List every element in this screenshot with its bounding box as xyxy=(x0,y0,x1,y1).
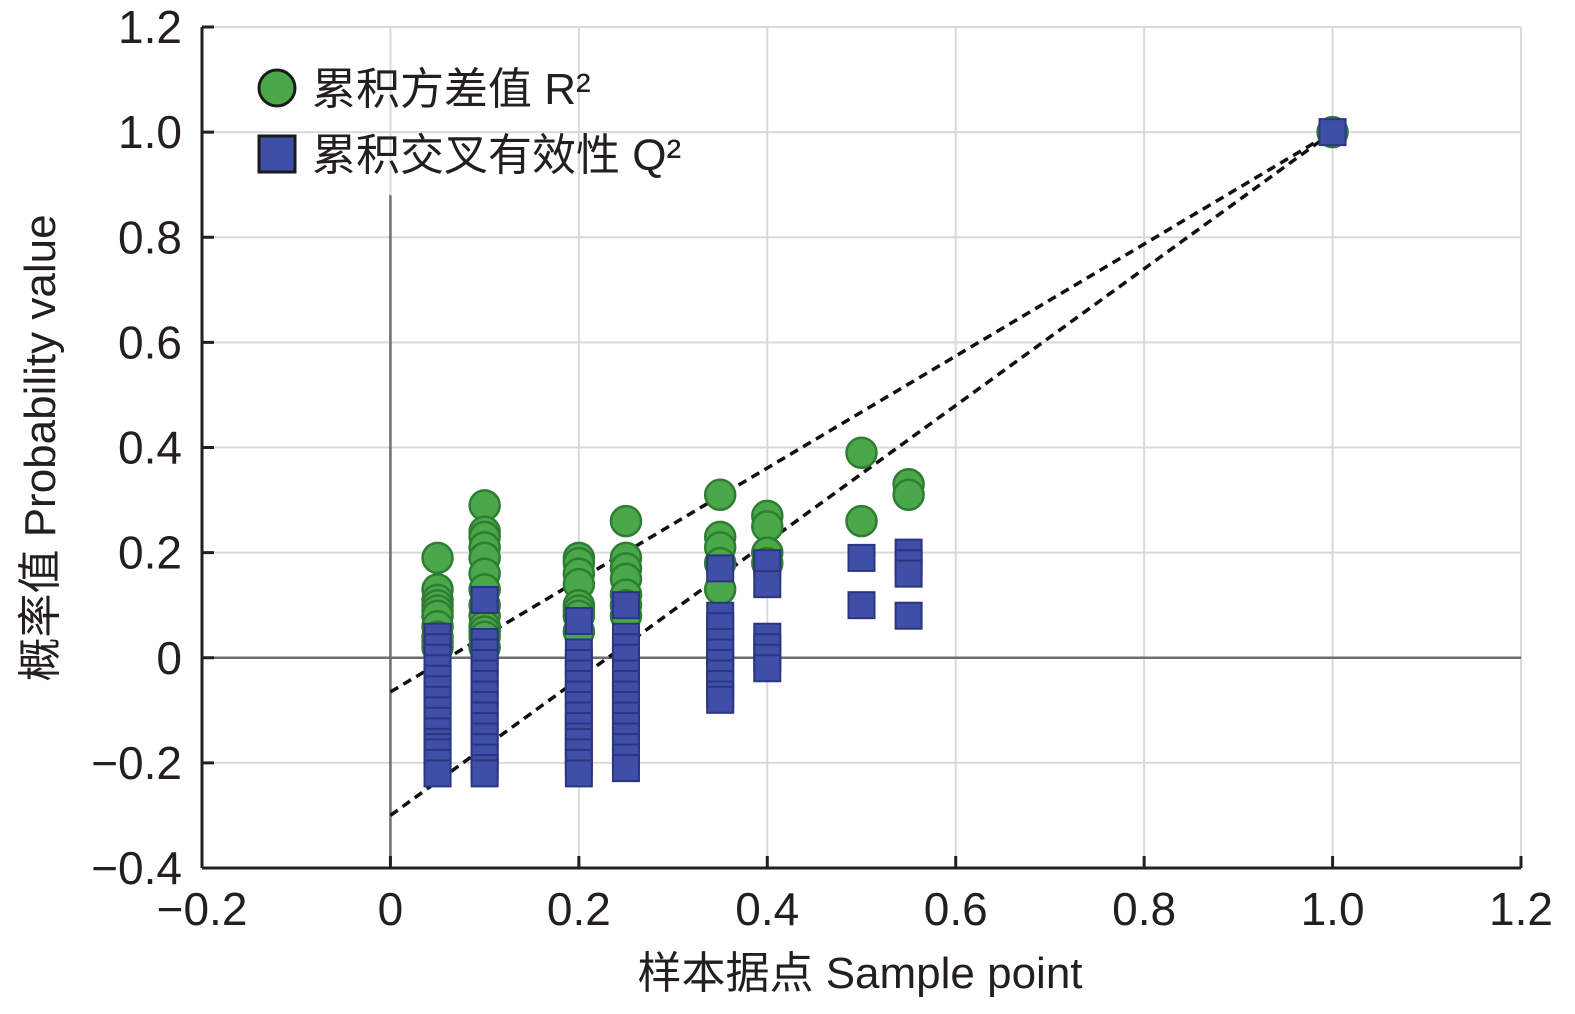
y-tick-label: 0 xyxy=(156,632,182,684)
grid-layer xyxy=(202,26,1522,868)
q2-point xyxy=(611,591,640,620)
q2-point xyxy=(894,601,923,630)
axes xyxy=(200,25,1523,870)
trend-line xyxy=(389,130,1334,817)
q2-point xyxy=(894,559,923,588)
legend: 累积方差值 R² 累积交叉有效性 Q² xyxy=(257,65,681,180)
x-tick-label: 0.8 xyxy=(1112,883,1176,935)
legend-r2-label: 累积方差值 R² xyxy=(312,65,591,114)
r2-point xyxy=(703,478,737,512)
y-tick-label: 0.8 xyxy=(118,211,182,263)
x-tick-label: 0.4 xyxy=(735,883,799,935)
q2-point xyxy=(706,554,735,583)
r2-point xyxy=(421,541,454,575)
x-axis-title: 样本据点 Sample point xyxy=(637,949,1082,998)
q2-point xyxy=(611,754,640,783)
trend-line xyxy=(389,130,1334,694)
y-tick-label: 0.2 xyxy=(118,527,182,579)
tick-labels: −0.2 0 0.2 0.4 0.6 0.8 1.0 1.2−0.4−0.200.20.40.… xyxy=(91,1,1553,935)
q2-point xyxy=(753,570,782,599)
x-tick-label: 0.2 xyxy=(547,883,611,935)
x-tick-label: 0.6 xyxy=(924,883,988,935)
q2-point xyxy=(564,759,593,788)
y-tick-label: 1.2 xyxy=(118,1,182,53)
q2-point xyxy=(706,685,735,714)
y-axis-title: 概率值 Probability value xyxy=(16,214,65,681)
q2-point xyxy=(564,606,593,635)
x-tick-label: 1.2 xyxy=(1489,883,1553,935)
x-tick-label: 0 xyxy=(378,883,404,935)
y-tick-label: 0.6 xyxy=(118,316,182,368)
y-tick-label: −0.4 xyxy=(91,842,182,894)
trend-lines xyxy=(389,130,1334,817)
r2-point xyxy=(892,478,925,512)
q2-point xyxy=(753,654,782,683)
r2-point xyxy=(845,436,878,470)
y-tick-label: 1.0 xyxy=(118,106,182,158)
zero-lines xyxy=(202,195,1521,868)
y-tick-label: −0.2 xyxy=(91,737,182,789)
legend-q2-marker xyxy=(257,134,297,174)
y-tick-label: 0.4 xyxy=(118,422,182,474)
r2-point xyxy=(609,504,643,538)
data-points xyxy=(421,115,1349,788)
q2-point xyxy=(470,759,499,788)
legend-r2-marker xyxy=(257,68,297,108)
q2-point xyxy=(470,585,499,614)
q2-point xyxy=(1318,118,1347,147)
x-tick-label: 1.0 xyxy=(1301,883,1365,935)
q2-point xyxy=(423,759,452,788)
q2-point xyxy=(847,591,876,620)
r2-point xyxy=(845,504,878,538)
x-tick-label: −0.2 xyxy=(157,883,248,935)
q2-point xyxy=(847,543,876,572)
legend-q2-label: 累积交叉有效性 Q² xyxy=(312,131,681,180)
